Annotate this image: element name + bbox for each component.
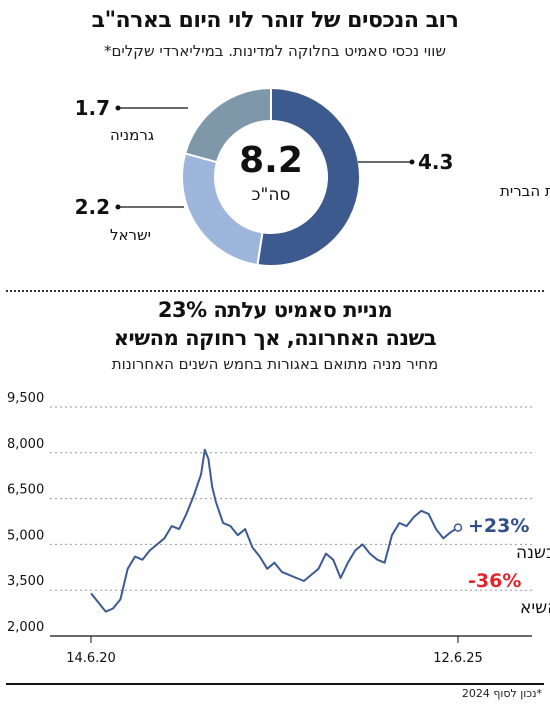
usa-label: ארצות הברית [500,182,550,200]
y-tick-label: 9,500 [7,391,44,406]
germany-value: 1.7 [75,96,110,120]
series-end-marker [453,523,463,532]
bottom-title-line2: בשנה האחרונה, אך רחוקה מהשיא [113,326,437,350]
year-change: +23% [468,515,529,537]
y-tick-label: 8,000 [7,437,44,452]
donut-slice-2 [183,86,272,164]
x-tick-label-start: 14.6.20 [66,651,116,666]
footnote: *נכון לסוף 2024 [461,687,542,700]
donut-slice-0 [256,86,361,267]
y-tick-label: 5,000 [7,528,44,543]
germany-leader-dot [115,105,121,111]
y-tick-label: 3,500 [7,574,44,589]
peak-label: מהשיא [520,598,550,618]
israel-label: ישראל [110,226,151,244]
donut-chart: 8.2 סה"כ 4.3 ארצות הברית 2.2 ישראל 1.7 ג… [75,86,550,267]
x-tick-label-end: 12.6.25 [433,651,483,666]
israel-value: 2.2 [75,195,110,219]
year-label: בשנה [516,543,550,563]
line-chart: 2,000 3,500 5,000 6,500 8,000 9,500 14.6.20 1… [7,391,550,666]
y-tick-label: 6,500 [7,483,44,498]
price-series-line [90,448,459,613]
footer-line [6,683,544,685]
bottom-title-line1: מניית סאמיט עלתה 23% [157,298,393,322]
israel-leader-dot [115,204,121,210]
usa-value: 4.3 [418,150,453,174]
donut-center-value: 8.2 [239,140,303,181]
donut-center-label: סה"כ [252,185,291,205]
top-title: רוב הנכסים של זוהר לוי היום בארה"ב [91,8,459,33]
peak-change: -36% [468,570,521,592]
usa-leader-dot [409,159,415,165]
section-divider [6,290,544,292]
bottom-subtitle: מחיר מניה מתואם באגורות בחמש השנים האחרו… [111,355,439,373]
top-subtitle: שווי נכסי סאמיט בחלוקה למדינות. במיליארד… [103,42,447,60]
germany-label: גרמניה [110,126,154,144]
y-tick-label: 2,000 [7,620,44,635]
